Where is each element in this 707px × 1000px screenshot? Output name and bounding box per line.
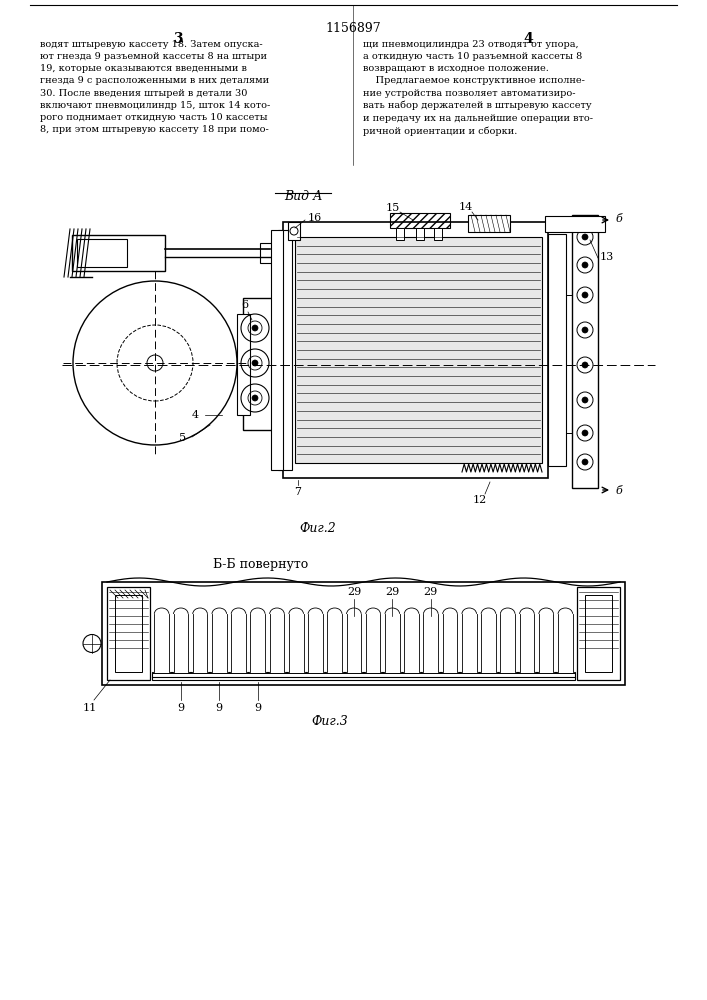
Text: щи пневмоцилиндра 23 отводят от упора,
а откидную часть 10 разъемной кассеты 8
в: щи пневмоцилиндра 23 отводят от упора, а… <box>363 40 593 135</box>
Bar <box>545 216 605 232</box>
Bar <box>77 239 127 267</box>
Polygon shape <box>346 614 361 672</box>
Text: 15: 15 <box>386 203 400 213</box>
Text: 9: 9 <box>255 703 262 713</box>
Text: 5: 5 <box>180 433 187 443</box>
Bar <box>548 234 566 466</box>
Bar <box>288 222 300 240</box>
Circle shape <box>577 257 593 273</box>
Text: Фиг.3: Фиг.3 <box>312 715 349 728</box>
Bar <box>283 222 548 478</box>
Bar <box>434 228 442 240</box>
Text: 12: 12 <box>473 495 487 505</box>
Polygon shape <box>289 614 303 672</box>
Text: 1156897: 1156897 <box>325 22 381 35</box>
Circle shape <box>577 229 593 245</box>
Text: б: б <box>615 214 621 224</box>
Polygon shape <box>154 614 169 672</box>
Text: 9: 9 <box>216 703 223 713</box>
Text: 29: 29 <box>385 587 399 597</box>
Bar <box>237 314 250 415</box>
Text: 7: 7 <box>295 487 301 497</box>
Polygon shape <box>385 614 399 672</box>
Text: 29: 29 <box>346 587 361 597</box>
Text: Вид А: Вид А <box>284 190 322 203</box>
Text: 13: 13 <box>600 252 614 262</box>
Polygon shape <box>443 614 457 672</box>
Bar <box>585 595 612 672</box>
Polygon shape <box>404 614 419 672</box>
Polygon shape <box>501 614 515 672</box>
Circle shape <box>252 395 258 401</box>
Bar <box>260 243 278 263</box>
Circle shape <box>577 287 593 303</box>
Text: водят штыревую кассету 18. Затем опуска-
ют гнезда 9 разъемной кассеты 8 на штыр: водят штыревую кассету 18. Затем опуска-… <box>40 40 270 134</box>
Polygon shape <box>366 614 380 672</box>
Polygon shape <box>481 614 496 672</box>
Polygon shape <box>558 614 573 672</box>
Text: Б-Б повернуто: Б-Б повернуто <box>213 558 308 571</box>
Text: 6: 6 <box>241 300 249 310</box>
Polygon shape <box>308 614 322 672</box>
Circle shape <box>577 425 593 441</box>
Bar <box>295 237 542 463</box>
Polygon shape <box>327 614 342 672</box>
Text: 3: 3 <box>173 32 183 46</box>
Polygon shape <box>193 614 207 672</box>
Text: Фиг.2: Фиг.2 <box>300 522 337 535</box>
Circle shape <box>582 234 588 240</box>
Bar <box>243 298 285 430</box>
Bar <box>152 672 575 680</box>
Bar <box>107 587 150 680</box>
Bar <box>572 215 598 488</box>
Circle shape <box>252 360 258 366</box>
Circle shape <box>577 357 593 373</box>
Circle shape <box>582 459 588 465</box>
Polygon shape <box>269 614 284 672</box>
Circle shape <box>582 362 588 368</box>
Bar <box>577 587 620 680</box>
Circle shape <box>577 454 593 470</box>
Circle shape <box>582 327 588 333</box>
Bar <box>416 228 424 240</box>
Circle shape <box>83 635 101 652</box>
Polygon shape <box>173 614 188 672</box>
Polygon shape <box>250 614 265 672</box>
Text: 4: 4 <box>192 410 199 420</box>
Polygon shape <box>520 614 534 672</box>
Polygon shape <box>423 614 438 672</box>
Bar <box>278 230 292 470</box>
Circle shape <box>577 322 593 338</box>
Bar <box>396 228 404 240</box>
Text: 4: 4 <box>523 32 533 46</box>
Bar <box>271 230 283 470</box>
Text: 9: 9 <box>177 703 185 713</box>
Text: 29: 29 <box>423 587 438 597</box>
Bar <box>115 595 142 672</box>
Text: 11: 11 <box>83 703 97 713</box>
Text: б: б <box>615 486 621 496</box>
Polygon shape <box>212 614 227 672</box>
Bar <box>102 582 625 685</box>
Circle shape <box>577 392 593 408</box>
Text: 16: 16 <box>308 213 322 223</box>
Polygon shape <box>539 614 554 672</box>
Circle shape <box>582 397 588 403</box>
Circle shape <box>582 292 588 298</box>
Text: 14: 14 <box>459 202 473 212</box>
Bar <box>72 235 165 271</box>
Bar <box>390 213 450 228</box>
Polygon shape <box>231 614 246 672</box>
Circle shape <box>582 430 588 436</box>
Bar <box>468 215 510 232</box>
Polygon shape <box>462 614 477 672</box>
Circle shape <box>252 325 258 331</box>
Circle shape <box>582 262 588 268</box>
